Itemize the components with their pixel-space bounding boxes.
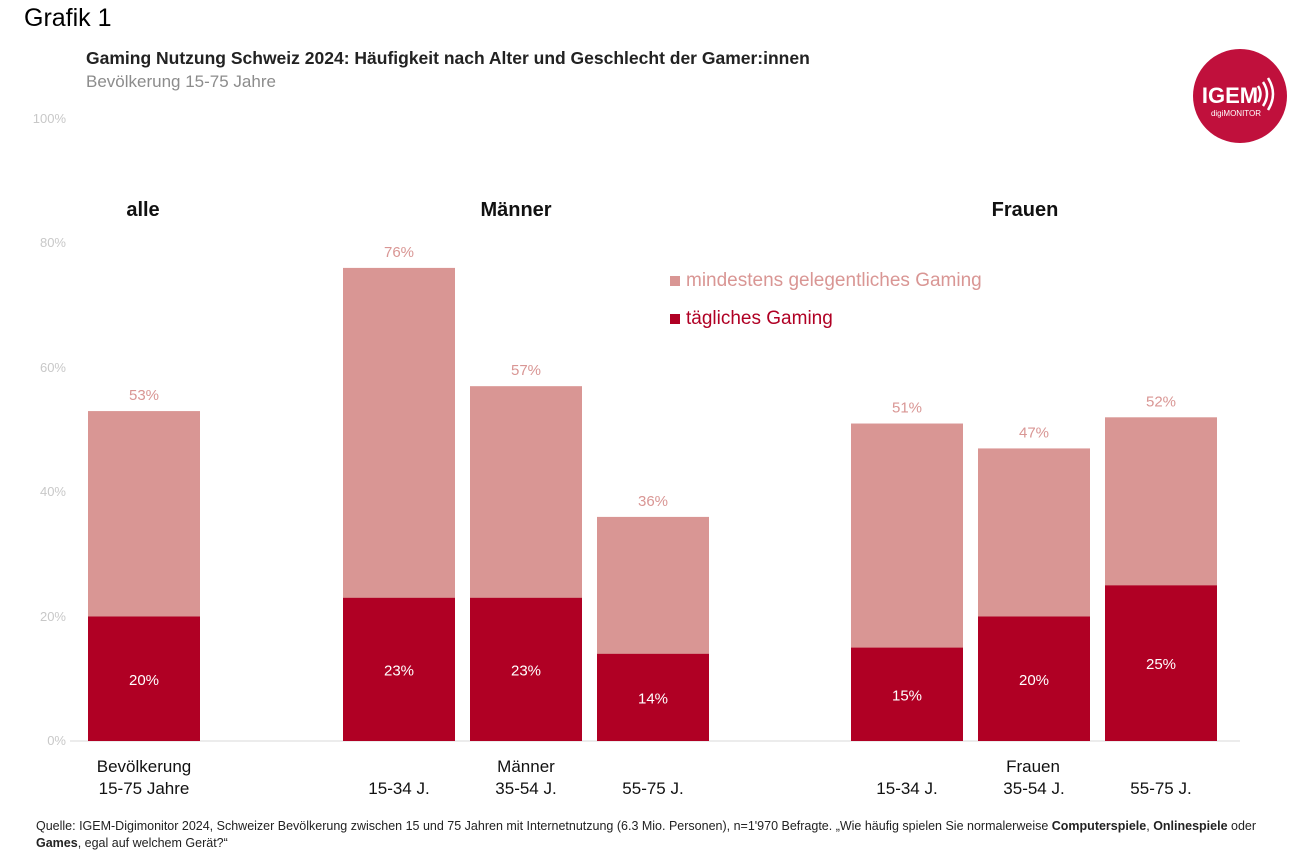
y-tick-label: 20% [39, 608, 66, 624]
bar-taeglich [978, 616, 1090, 741]
chart-title: Gaming Nutzung Schweiz 2024: Häufigkeit … [86, 48, 810, 68]
legend-swatch [670, 276, 680, 286]
y-tick-label: 40% [39, 484, 66, 499]
bar-taeglich [1105, 585, 1217, 741]
group-header: alle [126, 199, 160, 221]
bar-taeglich [470, 597, 582, 741]
x-group-label: Frauen [1006, 757, 1060, 776]
logo-text: IGEM [1202, 83, 1258, 108]
x-label: 55-75 J. [1130, 779, 1192, 798]
source-note: Quelle: IGEM-Digimonitor 2024, Schweizer… [36, 819, 1257, 850]
x-label: Bevölkerung [96, 757, 192, 776]
x-label: 15-34 J. [368, 779, 430, 798]
bar-taeglich [597, 653, 709, 741]
x-label: 35-54 J. [1003, 779, 1065, 798]
x-label: 15-34 J. [876, 779, 938, 798]
y-tick-label: 60% [39, 359, 66, 375]
group-header: Frauen [991, 199, 1059, 221]
data-label-gelegentlich: 53% [129, 387, 159, 404]
y-tick-label: 0% [47, 733, 66, 748]
legend-label: tägliches Gaming [686, 308, 833, 329]
y-tick-label: 100% [32, 110, 66, 126]
x-label: 35-54 J. [495, 779, 557, 798]
legend-swatch [670, 314, 680, 324]
logo-subtext: digiMONITOR [1211, 109, 1261, 118]
legend-label: mindestens gelegentliches Gaming [686, 270, 982, 291]
data-label-taeglich: 14% [638, 690, 668, 707]
data-label-taeglich: 15% [892, 687, 922, 704]
x-label: 15-75 Jahre [98, 779, 190, 798]
data-label-gelegentlich: 57% [511, 362, 541, 379]
chart-subtitle: Bevölkerung 15-75 Jahre [86, 72, 276, 91]
data-label-taeglich: 23% [384, 662, 414, 679]
data-label-taeglich: 20% [1019, 672, 1049, 689]
data-label-gelegentlich: 36% [638, 493, 668, 510]
data-label-gelegentlich: 76% [384, 244, 414, 261]
bar-taeglich [88, 616, 200, 741]
bar-taeglich [343, 597, 455, 741]
legend-item-taeglich: tägliches Gaming [670, 308, 833, 330]
figure-number: Grafik 1 [24, 4, 112, 32]
data-label-taeglich: 25% [1146, 656, 1176, 673]
igem-logo: IGEM digiMONITOR [1193, 49, 1287, 143]
x-label: 55-75 J. [622, 779, 684, 798]
legend-item-gelegentlich: mindestens gelegentliches Gaming [670, 270, 982, 292]
group-header: Männer [480, 199, 552, 221]
data-label-taeglich: 20% [129, 672, 159, 689]
data-label-taeglich: 23% [511, 662, 541, 679]
bar-taeglich [851, 647, 963, 741]
x-group-label: Männer [497, 757, 555, 776]
data-label-gelegentlich: 51% [892, 400, 922, 417]
data-label-gelegentlich: 52% [1146, 393, 1176, 410]
y-tick-label: 80% [39, 235, 66, 250]
data-label-gelegentlich: 47% [1019, 424, 1049, 441]
